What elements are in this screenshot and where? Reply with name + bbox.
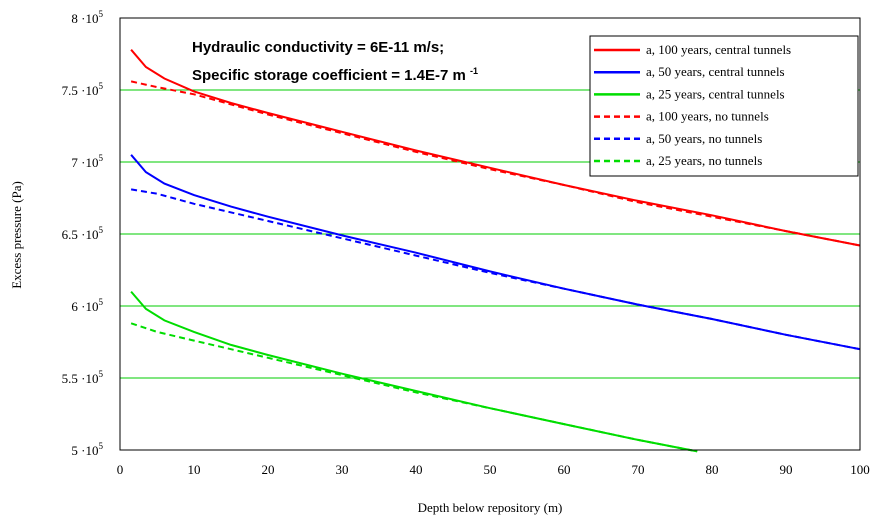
- x-tick-label: 40: [410, 462, 423, 477]
- x-tick-label: 10: [188, 462, 201, 477]
- legend-label: a, 100 years, central tunnels: [646, 42, 791, 57]
- series-line-1: [130, 154, 861, 351]
- x-tick-label: 90: [780, 462, 793, 477]
- x-tick-label: 80: [706, 462, 719, 477]
- series-line-3: [130, 80, 861, 247]
- x-tick-label: 50: [484, 462, 497, 477]
- y-tick-label: 6 ·105: [71, 297, 103, 314]
- legend-label: a, 50 years, no tunnels: [646, 131, 762, 146]
- x-tick-labels: 0 10 20 30 40 50 60 70 80 90 100: [117, 462, 870, 477]
- x-tick-label: 60: [558, 462, 571, 477]
- legend: a, 100 years, central tunnels a, 50 years…: [589, 35, 859, 177]
- legend-label: a, 25 years, no tunnels: [646, 153, 762, 168]
- y-tick-label: 5 ·105: [71, 441, 103, 458]
- annotation-storage-text: Specific storage coefficient = 1.4E-7 m: [192, 67, 466, 84]
- x-tick-label: 70: [632, 462, 645, 477]
- y-tick-label: 7 ·105: [71, 153, 103, 170]
- y-tick-labels: 5 ·105 5.5 ·105 6 ·105 6.5 ·105 7 ·105 7.5 ·1…: [62, 9, 104, 458]
- series-line-5: [130, 322, 698, 453]
- legend-label: a, 25 years, central tunnels: [646, 86, 785, 101]
- plot-frame: [119, 17, 861, 451]
- y-axis-title: Excess pressure (Pa): [9, 181, 24, 289]
- series-line-2: [130, 290, 698, 453]
- series-group: [130, 49, 861, 453]
- legend-label: a, 100 years, no tunnels: [646, 109, 769, 124]
- x-tick-label: 0: [117, 462, 124, 477]
- x-tick-label: 100: [850, 462, 870, 477]
- x-tick-label: 30: [336, 462, 349, 477]
- series-line-4: [130, 188, 861, 351]
- x-tick-label: 20: [262, 462, 275, 477]
- y-tick-label: 6.5 ·105: [62, 225, 104, 242]
- legend-label: a, 50 years, central tunnels: [646, 64, 785, 79]
- annotation-conductivity: Hydraulic conductivity = 6E-11 m/s;: [192, 39, 444, 56]
- annotation-storage-sup: -1: [470, 66, 478, 76]
- y-tick-label: 8 ·105: [71, 9, 103, 26]
- x-axis-title: Depth below repository (m): [418, 500, 563, 515]
- y-tick-label: 5.5 ·105: [62, 369, 104, 386]
- series-line-0: [130, 49, 861, 247]
- y-tick-label: 7.5 ·105: [62, 81, 104, 98]
- legend-box: [589, 35, 859, 177]
- annotation-storage: Specific storage coefficient = 1.4E-7 m …: [192, 66, 478, 84]
